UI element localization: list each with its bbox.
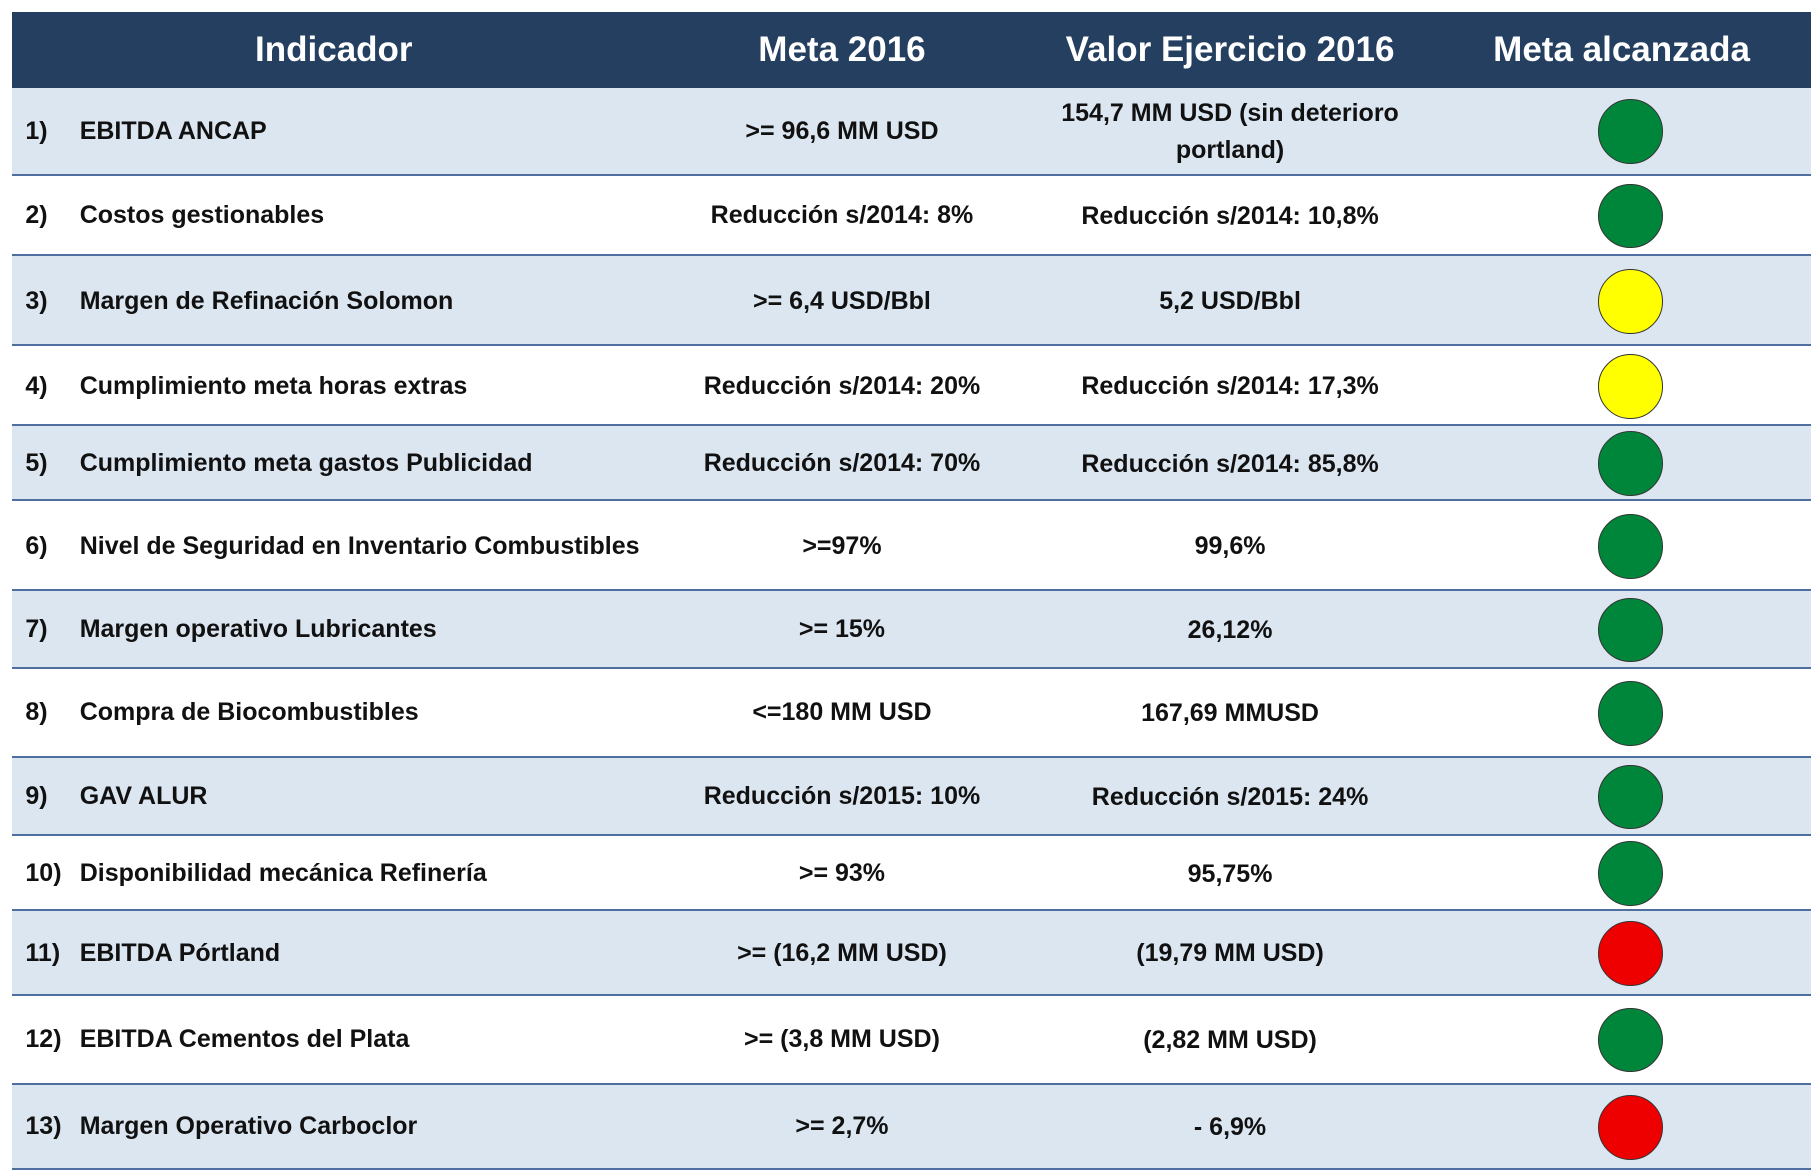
row-number: 6) xyxy=(25,531,48,560)
actual: 95,75% xyxy=(1187,859,1273,888)
indicator: EBITDA Pórtland xyxy=(79,938,281,967)
row-background xyxy=(12,995,1811,1085)
indicator: EBITDA Cementos del Plata xyxy=(79,1025,410,1054)
actual: (2,82 MM USD) xyxy=(1143,1025,1317,1054)
actual: Reducción s/2014: 85,8% xyxy=(1081,449,1379,478)
actual: 99,6% xyxy=(1194,532,1266,561)
target: Reducción s/2014: 70% xyxy=(703,448,981,477)
target: >= 96,6 MM USD xyxy=(745,116,939,145)
row-number: 10) xyxy=(25,858,62,887)
actual: - 6,9% xyxy=(1193,1113,1267,1142)
row-number: 11) xyxy=(25,938,61,967)
indicator: Compra de Biocombustibles xyxy=(79,698,419,727)
indicator: Cumplimiento meta horas extras xyxy=(79,371,468,400)
row-background xyxy=(12,911,1811,996)
actual: 154,7 MM USD (sin deterioro portland) xyxy=(1061,99,1399,164)
target: <=180 MM USD xyxy=(752,698,932,727)
status-light xyxy=(1598,597,1664,663)
status-light xyxy=(1598,921,1664,986)
row-number: 13) xyxy=(25,1112,62,1141)
actual: (19,79 MM USD) xyxy=(1136,939,1324,968)
target: Reducción s/2014: 8% xyxy=(710,201,974,230)
row-number: 1) xyxy=(25,116,48,145)
target: Reducción s/2015: 10% xyxy=(703,782,981,811)
actual: Reducción s/2014: 17,3% xyxy=(1081,372,1379,401)
row-background xyxy=(12,175,1811,257)
target: >= 15% xyxy=(798,615,886,644)
status-light xyxy=(1598,353,1664,419)
indicator: Margen Operativo Carboclor xyxy=(79,1112,418,1141)
status-light xyxy=(1598,1094,1664,1160)
status-light xyxy=(1598,764,1664,830)
row-background xyxy=(12,501,1811,592)
row-number: 7) xyxy=(25,615,48,644)
row-background xyxy=(12,1084,1811,1170)
actual: Reducción s/2015: 24% xyxy=(1091,782,1369,811)
target: >= (3,8 MM USD) xyxy=(744,1025,940,1054)
status-light xyxy=(1598,99,1664,164)
header-cell: Meta 2016 xyxy=(758,29,926,69)
target: >= 2,7% xyxy=(795,1112,889,1141)
status-light xyxy=(1598,513,1664,579)
row-number: 12) xyxy=(25,1025,62,1054)
indicator: Cumplimiento meta gastos Publicidad xyxy=(79,448,533,477)
row-background xyxy=(12,836,1811,912)
indicator: GAV ALUR xyxy=(79,782,208,811)
target: >=97% xyxy=(802,531,882,560)
status-light xyxy=(1598,1007,1664,1073)
row-number: 2) xyxy=(25,201,48,230)
status-light xyxy=(1598,183,1664,249)
row-background xyxy=(12,87,1811,176)
indicator: Margen de Refinación Solomon xyxy=(79,286,454,315)
row-background xyxy=(12,346,1811,427)
actual: Reducción s/2014: 10,8% xyxy=(1081,201,1379,230)
indicator: Disponibilidad mecánica Refinería xyxy=(79,858,487,887)
target: >= 6,4 USD/Bbl xyxy=(753,286,931,315)
indicator: Nivel de Seguridad en Inventario Combust… xyxy=(79,531,640,560)
status-light xyxy=(1598,841,1664,907)
row-background xyxy=(12,668,1811,758)
header-cell: Indicador xyxy=(255,29,413,69)
indicator: Costos gestionables xyxy=(79,201,325,230)
header-cell: Meta alcanzada xyxy=(1493,29,1750,69)
actual: 167,69 MMUSD xyxy=(1141,699,1319,728)
header-cell: Valor Ejercicio 2016 xyxy=(1065,29,1395,69)
indicator: EBITDA ANCAP xyxy=(79,116,267,145)
row-background xyxy=(12,426,1811,502)
row-number: 4) xyxy=(25,371,48,400)
row-background xyxy=(12,256,1811,347)
row-number: 8) xyxy=(25,698,48,727)
status-light xyxy=(1598,269,1664,334)
status-light xyxy=(1598,680,1664,746)
row-background xyxy=(12,757,1811,837)
target: >= 93% xyxy=(798,858,886,887)
header-bar xyxy=(12,11,1811,88)
row-number: 5) xyxy=(25,448,48,477)
indicator: Margen operativo Lubricantes xyxy=(79,615,437,644)
target: Reducción s/2014: 20% xyxy=(703,371,981,400)
actual: 26,12% xyxy=(1187,615,1273,644)
row-background xyxy=(12,591,1811,669)
actual: 5,2 USD/Bbl xyxy=(1159,287,1301,316)
target: >= (16,2 MM USD) xyxy=(737,938,947,967)
row-number: 3) xyxy=(25,286,48,315)
row-number: 9) xyxy=(25,782,48,811)
status-light xyxy=(1598,431,1664,497)
